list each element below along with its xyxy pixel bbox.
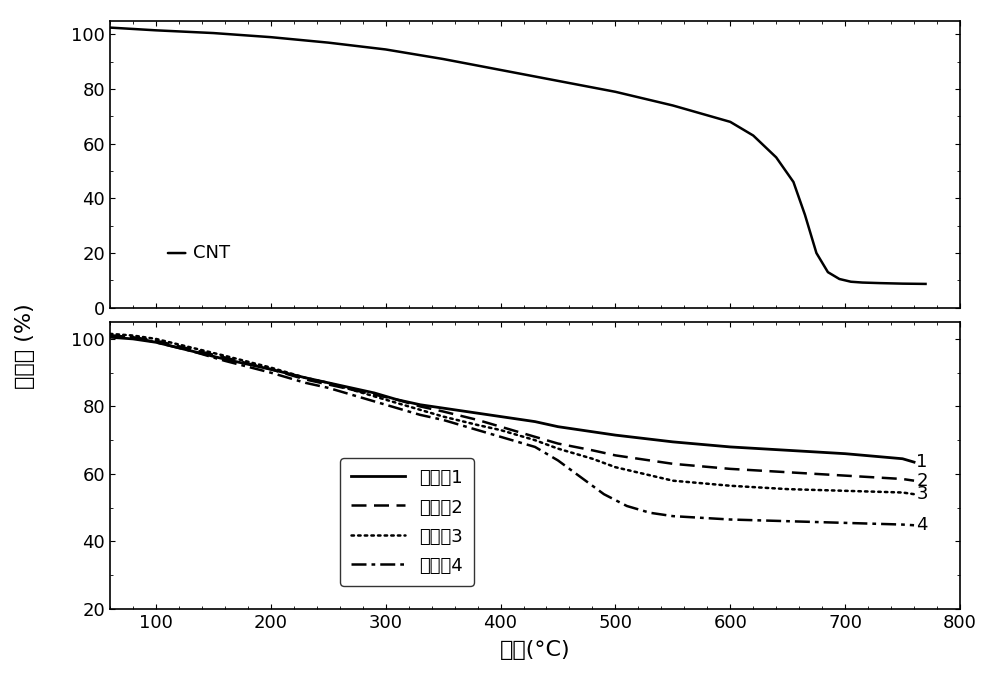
- Text: 2: 2: [916, 472, 928, 490]
- Text: 3: 3: [916, 485, 928, 503]
- X-axis label: 温度(°C): 温度(°C): [500, 640, 570, 660]
- Text: 4: 4: [916, 516, 928, 534]
- Text: 1: 1: [916, 453, 928, 471]
- Text: CNT: CNT: [193, 244, 230, 262]
- Legend: 实施例1, 实施例2, 实施例3, 实施例4: 实施例1, 实施例2, 实施例3, 实施例4: [340, 458, 474, 585]
- Text: 失重率 (%): 失重率 (%): [15, 303, 35, 389]
